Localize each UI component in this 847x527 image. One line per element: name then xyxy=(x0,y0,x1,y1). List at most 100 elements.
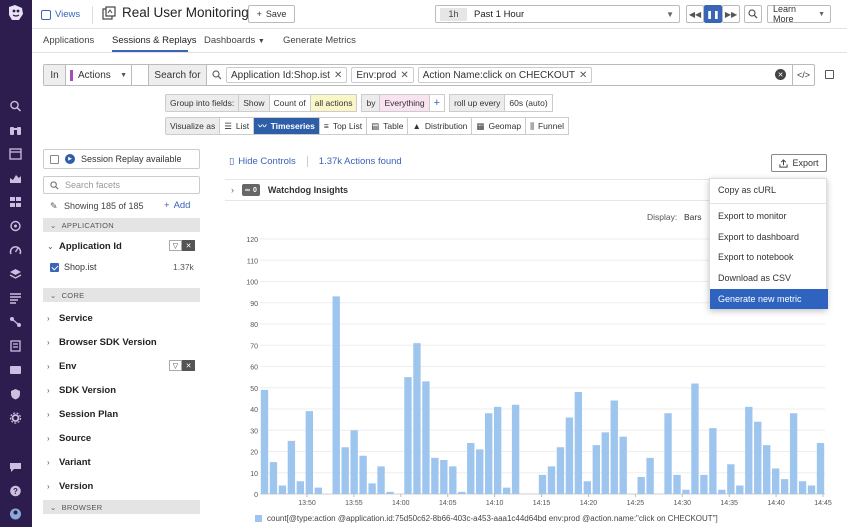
chevron-right-icon: › xyxy=(47,482,50,491)
group-by-selector[interactable]: Everything xyxy=(380,94,430,112)
apm-icon[interactable] xyxy=(9,244,22,256)
facet-search-input[interactable]: Search facets xyxy=(43,176,200,194)
tab-applications[interactable]: Applications xyxy=(43,35,95,46)
menu-item-export-to-notebook[interactable]: Export to notebook xyxy=(718,252,794,262)
search-icon[interactable] xyxy=(9,100,22,112)
chart-bar xyxy=(637,477,645,494)
binoculars-icon[interactable] xyxy=(9,124,22,136)
close-icon[interactable]: ✕ xyxy=(333,69,343,81)
data-source-dropdown[interactable]: Actions ▼ xyxy=(66,65,132,85)
checkbox[interactable] xyxy=(50,154,59,164)
rewind-button[interactable]: ◀◀ xyxy=(686,5,704,23)
facet-source[interactable]: › Source xyxy=(47,433,92,444)
viz-option-geomap[interactable]: ▦ Geomap xyxy=(472,117,527,135)
query-chip[interactable]: Env:prod ✕ xyxy=(351,67,414,83)
filter-icon[interactable]: ▽ xyxy=(169,240,182,251)
section-core[interactable]: ⌄ CORE xyxy=(43,288,200,302)
chart-bar xyxy=(691,383,699,494)
logs-icon[interactable] xyxy=(9,292,22,304)
tab-generate-metrics[interactable]: Generate Metrics xyxy=(283,35,356,46)
hide-controls-button[interactable]: ▯ Hide Controls xyxy=(229,156,296,167)
query-chip[interactable]: Action Name:click on CHECKOUT ✕ xyxy=(417,67,593,83)
menu-item-copy-as-curl[interactable]: Copy as cURL xyxy=(718,185,777,195)
session-replay-filter[interactable]: ▶ Session Replay available xyxy=(43,149,200,169)
viz-option-timeseries[interactable]: 〰 Timeseries xyxy=(254,117,320,135)
fast-forward-button[interactable]: ▶▶ xyxy=(722,5,740,23)
notebooks-icon[interactable] xyxy=(9,340,22,352)
facet-session-plan[interactable]: › Session Plan xyxy=(47,409,119,420)
menu-item-export-to-dashboard[interactable]: Export to dashboard xyxy=(718,232,800,242)
facet-application-id[interactable]: ⌄ Application Id xyxy=(47,241,122,252)
close-icon[interactable]: ✕ xyxy=(182,360,195,371)
display-type-selector[interactable]: Bars xyxy=(684,212,702,222)
time-range-badge: 1h xyxy=(440,7,467,21)
settings-icon[interactable] xyxy=(9,412,22,424)
chart-bar xyxy=(467,443,475,494)
checkbox[interactable] xyxy=(50,262,59,272)
clear-search-icon[interactable]: ✕ xyxy=(775,69,786,80)
svg-text:?: ? xyxy=(13,487,18,496)
views-button[interactable]: Views xyxy=(41,7,80,22)
viz-option-top-list[interactable]: ≡ Top List xyxy=(319,117,368,135)
close-icon[interactable]: ✕ xyxy=(400,69,409,81)
help-icon[interactable]: ? xyxy=(9,485,22,497)
play-icon: ▶ xyxy=(65,154,75,164)
security-icon[interactable] xyxy=(9,388,22,400)
network-icon[interactable] xyxy=(9,316,22,328)
viz-option-distribution[interactable]: ▲ Distribution xyxy=(408,117,473,135)
add-facet-button[interactable]: + Add xyxy=(164,200,191,211)
chart-bar xyxy=(709,428,717,494)
viz-option-funnel[interactable]: ⫼ Funnel xyxy=(526,117,569,135)
rum-icon[interactable] xyxy=(9,364,22,376)
monitors-icon[interactable] xyxy=(9,220,22,232)
viz-option-list[interactable]: ☰ List xyxy=(220,117,255,135)
filter-icon[interactable]: ▽ xyxy=(169,360,182,371)
close-icon[interactable]: ✕ xyxy=(182,240,195,251)
tab-dashboards[interactable]: Dashboards ▼ xyxy=(204,35,265,46)
chart-bar xyxy=(807,485,816,494)
viz-option-table[interactable]: ▤ Table xyxy=(367,117,409,135)
menu-item-generate-new-metric[interactable]: Generate new metric xyxy=(710,289,828,309)
facet-version[interactable]: › Version xyxy=(47,481,94,492)
metrics-icon[interactable] xyxy=(9,172,22,184)
search-input[interactable]: Application Id:Shop.ist ✕ Env:prod ✕ Actio… xyxy=(207,65,792,85)
chart-bar xyxy=(736,485,744,494)
facet-env[interactable]: › Env xyxy=(47,361,77,372)
watchdog-insights-bar[interactable]: › ∞ 0 Watchdog Insights xyxy=(225,179,825,201)
close-icon[interactable]: ✕ xyxy=(579,69,588,81)
expand-icon[interactable] xyxy=(825,70,834,79)
export-button[interactable]: Export xyxy=(771,154,827,172)
chat-icon[interactable] xyxy=(9,461,22,473)
save-button[interactable]: + Save xyxy=(248,5,295,23)
measure-selector[interactable]: all actions xyxy=(310,94,358,112)
group-label: Group into fields: xyxy=(165,94,240,112)
menu-item-export-to-monitor[interactable]: Export to monitor xyxy=(718,211,787,221)
integrations-icon[interactable] xyxy=(9,196,22,208)
code-view-button[interactable]: </> xyxy=(792,65,814,85)
add-group-button[interactable]: + xyxy=(429,94,446,112)
zoom-button[interactable] xyxy=(744,5,762,23)
datadog-logo-icon[interactable] xyxy=(6,4,26,22)
menu-item-download-as-csv[interactable]: Download as CSV xyxy=(718,273,792,283)
learn-more-button[interactable]: Learn More ▼ xyxy=(767,4,831,24)
facet-service[interactable]: › Service xyxy=(47,313,93,324)
time-range-selector[interactable]: 1h Past 1 Hour ▼ xyxy=(435,5,680,23)
section-browser[interactable]: ⌄ BROWSER xyxy=(43,500,200,514)
dashboards-icon[interactable] xyxy=(9,148,22,160)
pause-button[interactable]: ❚❚ xyxy=(704,5,722,23)
x-tick-label: 14:00 xyxy=(392,500,410,507)
facet-value-shop-ist[interactable]: Shop.ist xyxy=(50,262,97,272)
tab-sessions-replays[interactable]: Sessions & Replays xyxy=(112,35,197,46)
facet-variant[interactable]: › Variant xyxy=(47,457,91,468)
list-icon: ☰ xyxy=(224,120,232,131)
query-chip[interactable]: Application Id:Shop.ist ✕ xyxy=(226,67,348,83)
facet-browser-sdk-version[interactable]: › Browser SDK Version xyxy=(47,337,157,348)
chevron-down-icon: ⌄ xyxy=(50,502,57,512)
infrastructure-icon[interactable] xyxy=(9,268,22,280)
pencil-icon[interactable]: ✎ xyxy=(50,201,58,211)
section-application[interactable]: ⌄ APPLICATION xyxy=(43,218,200,232)
user-avatar-icon[interactable] xyxy=(9,508,22,520)
facet-sdk-version[interactable]: › SDK Version xyxy=(47,385,117,396)
rollup-selector[interactable]: 60s (auto) xyxy=(505,94,553,112)
